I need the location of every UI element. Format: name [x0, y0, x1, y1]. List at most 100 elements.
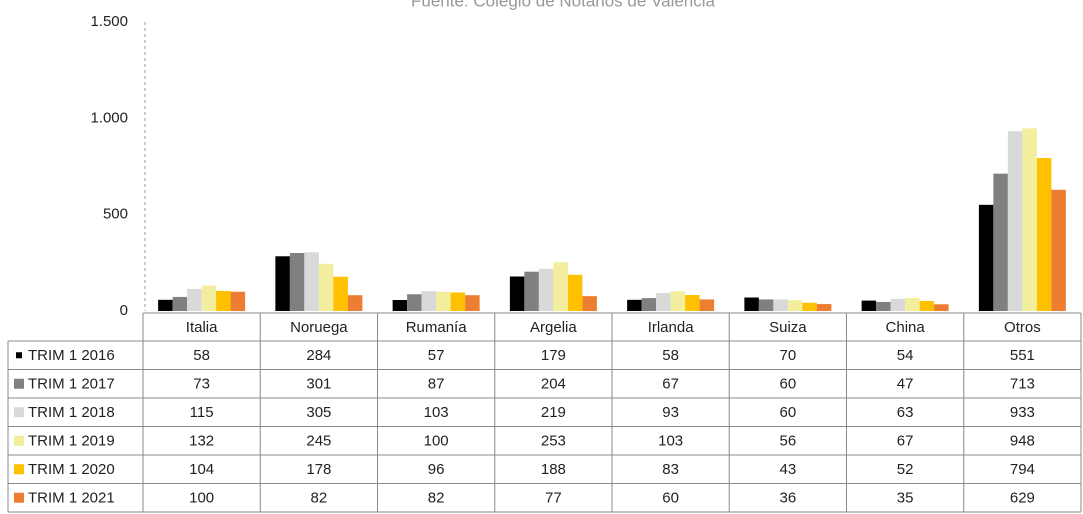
- legend-swatch: [14, 464, 24, 475]
- bar: [567, 274, 583, 311]
- bar: [524, 271, 539, 311]
- table-cell: 96: [428, 461, 445, 478]
- table-cell: 87: [428, 376, 445, 393]
- table-cell: 60: [662, 490, 679, 507]
- legend-label: TRIM 1 2018: [28, 404, 115, 421]
- table-cell: 794: [1010, 461, 1035, 478]
- legend-swatch: [14, 378, 24, 389]
- bar: [172, 296, 188, 311]
- table-cell: 629: [1010, 490, 1035, 507]
- bar: [802, 302, 817, 311]
- table-cell: 43: [780, 461, 797, 478]
- table-cell: 103: [658, 433, 683, 450]
- bar: [744, 297, 759, 311]
- bar: [187, 288, 202, 311]
- bar: [347, 295, 363, 311]
- bar: [1022, 128, 1037, 311]
- table-cell: 56: [780, 433, 797, 450]
- bar: [421, 291, 437, 311]
- bar: [978, 204, 994, 311]
- table-cell: 219: [541, 404, 566, 421]
- bar: [392, 300, 408, 311]
- table-cell: 933: [1010, 404, 1035, 421]
- legend-swatch: [14, 407, 24, 418]
- y-tick-label: 500: [103, 206, 128, 223]
- y-tick-label: 0: [120, 302, 128, 319]
- bar: [656, 293, 671, 311]
- table-cell: 70: [780, 347, 797, 364]
- bar: [787, 300, 803, 311]
- table-cell: 77: [545, 490, 562, 507]
- x-tick-label: Rumanía: [406, 319, 468, 336]
- legend-label: TRIM 1 2017: [28, 376, 115, 393]
- x-tick-label: Argelia: [530, 319, 577, 336]
- table-cell: 245: [306, 433, 331, 450]
- bar: [773, 299, 788, 311]
- x-tick-label: Noruega: [290, 319, 348, 336]
- table-cell: 115: [190, 404, 214, 421]
- table-cell: 100: [424, 433, 449, 450]
- bar: [436, 291, 451, 311]
- table-cell: 58: [193, 347, 210, 364]
- bar: [538, 268, 554, 311]
- bar: [304, 252, 319, 311]
- table-cell: 305: [306, 404, 331, 421]
- x-tick-label: Suiza: [769, 319, 807, 336]
- table-cell: 253: [541, 433, 566, 450]
- y-tick-label: 1.000: [90, 109, 128, 126]
- x-tick-label: China: [886, 319, 926, 336]
- bar: [699, 299, 715, 311]
- legend-label: TRIM 1 2016: [28, 347, 115, 364]
- table-cell: 93: [662, 404, 679, 421]
- bar: [758, 299, 774, 311]
- x-tick-label: Irlanda: [648, 319, 695, 336]
- bar: [993, 173, 1008, 311]
- bar: [465, 295, 480, 311]
- y-tick-label: 1.500: [90, 13, 128, 30]
- bar: [553, 262, 568, 311]
- bar: [333, 276, 348, 311]
- bar: [158, 299, 173, 311]
- table-cell: 82: [311, 490, 328, 507]
- legend-label: TRIM 1 2021: [28, 490, 115, 507]
- legend-swatch: [16, 352, 22, 359]
- table-cell: 188: [541, 461, 566, 478]
- bar: [318, 263, 334, 311]
- legend-label: TRIM 1 2020: [28, 461, 115, 478]
- table-cell: 60: [780, 404, 797, 421]
- bar: [582, 296, 597, 311]
- table-cell: 82: [428, 490, 445, 507]
- bar: [1007, 131, 1023, 311]
- bar: [670, 291, 686, 311]
- bar: [509, 276, 525, 311]
- legend-swatch: [14, 435, 24, 446]
- table-cell: 35: [897, 490, 914, 507]
- table-cell: 178: [306, 461, 331, 478]
- table-cell: 54: [897, 347, 914, 364]
- bar: [816, 304, 832, 311]
- bar: [934, 304, 949, 311]
- table-cell: 179: [541, 347, 566, 364]
- table-cell: 301: [306, 376, 331, 393]
- table-cell: 204: [541, 376, 566, 393]
- bar: [627, 299, 642, 311]
- bar: [275, 256, 290, 311]
- bar: [201, 285, 217, 311]
- legend-swatch: [14, 492, 24, 503]
- table-cell: 104: [189, 461, 214, 478]
- table-cell: 551: [1010, 347, 1035, 364]
- bar: [450, 292, 466, 311]
- bar: [1036, 158, 1052, 311]
- table-cell: 57: [428, 347, 445, 364]
- table-cell: 103: [424, 404, 449, 421]
- table-cell: 67: [897, 433, 914, 450]
- table-cell: 60: [780, 376, 797, 393]
- bar: [641, 298, 657, 311]
- bar: [407, 294, 422, 311]
- table-cell: 58: [662, 347, 679, 364]
- table-cell: 36: [780, 490, 797, 507]
- legend-label: TRIM 1 2019: [28, 433, 115, 450]
- table-cell: 284: [306, 347, 331, 364]
- bar: [861, 300, 877, 311]
